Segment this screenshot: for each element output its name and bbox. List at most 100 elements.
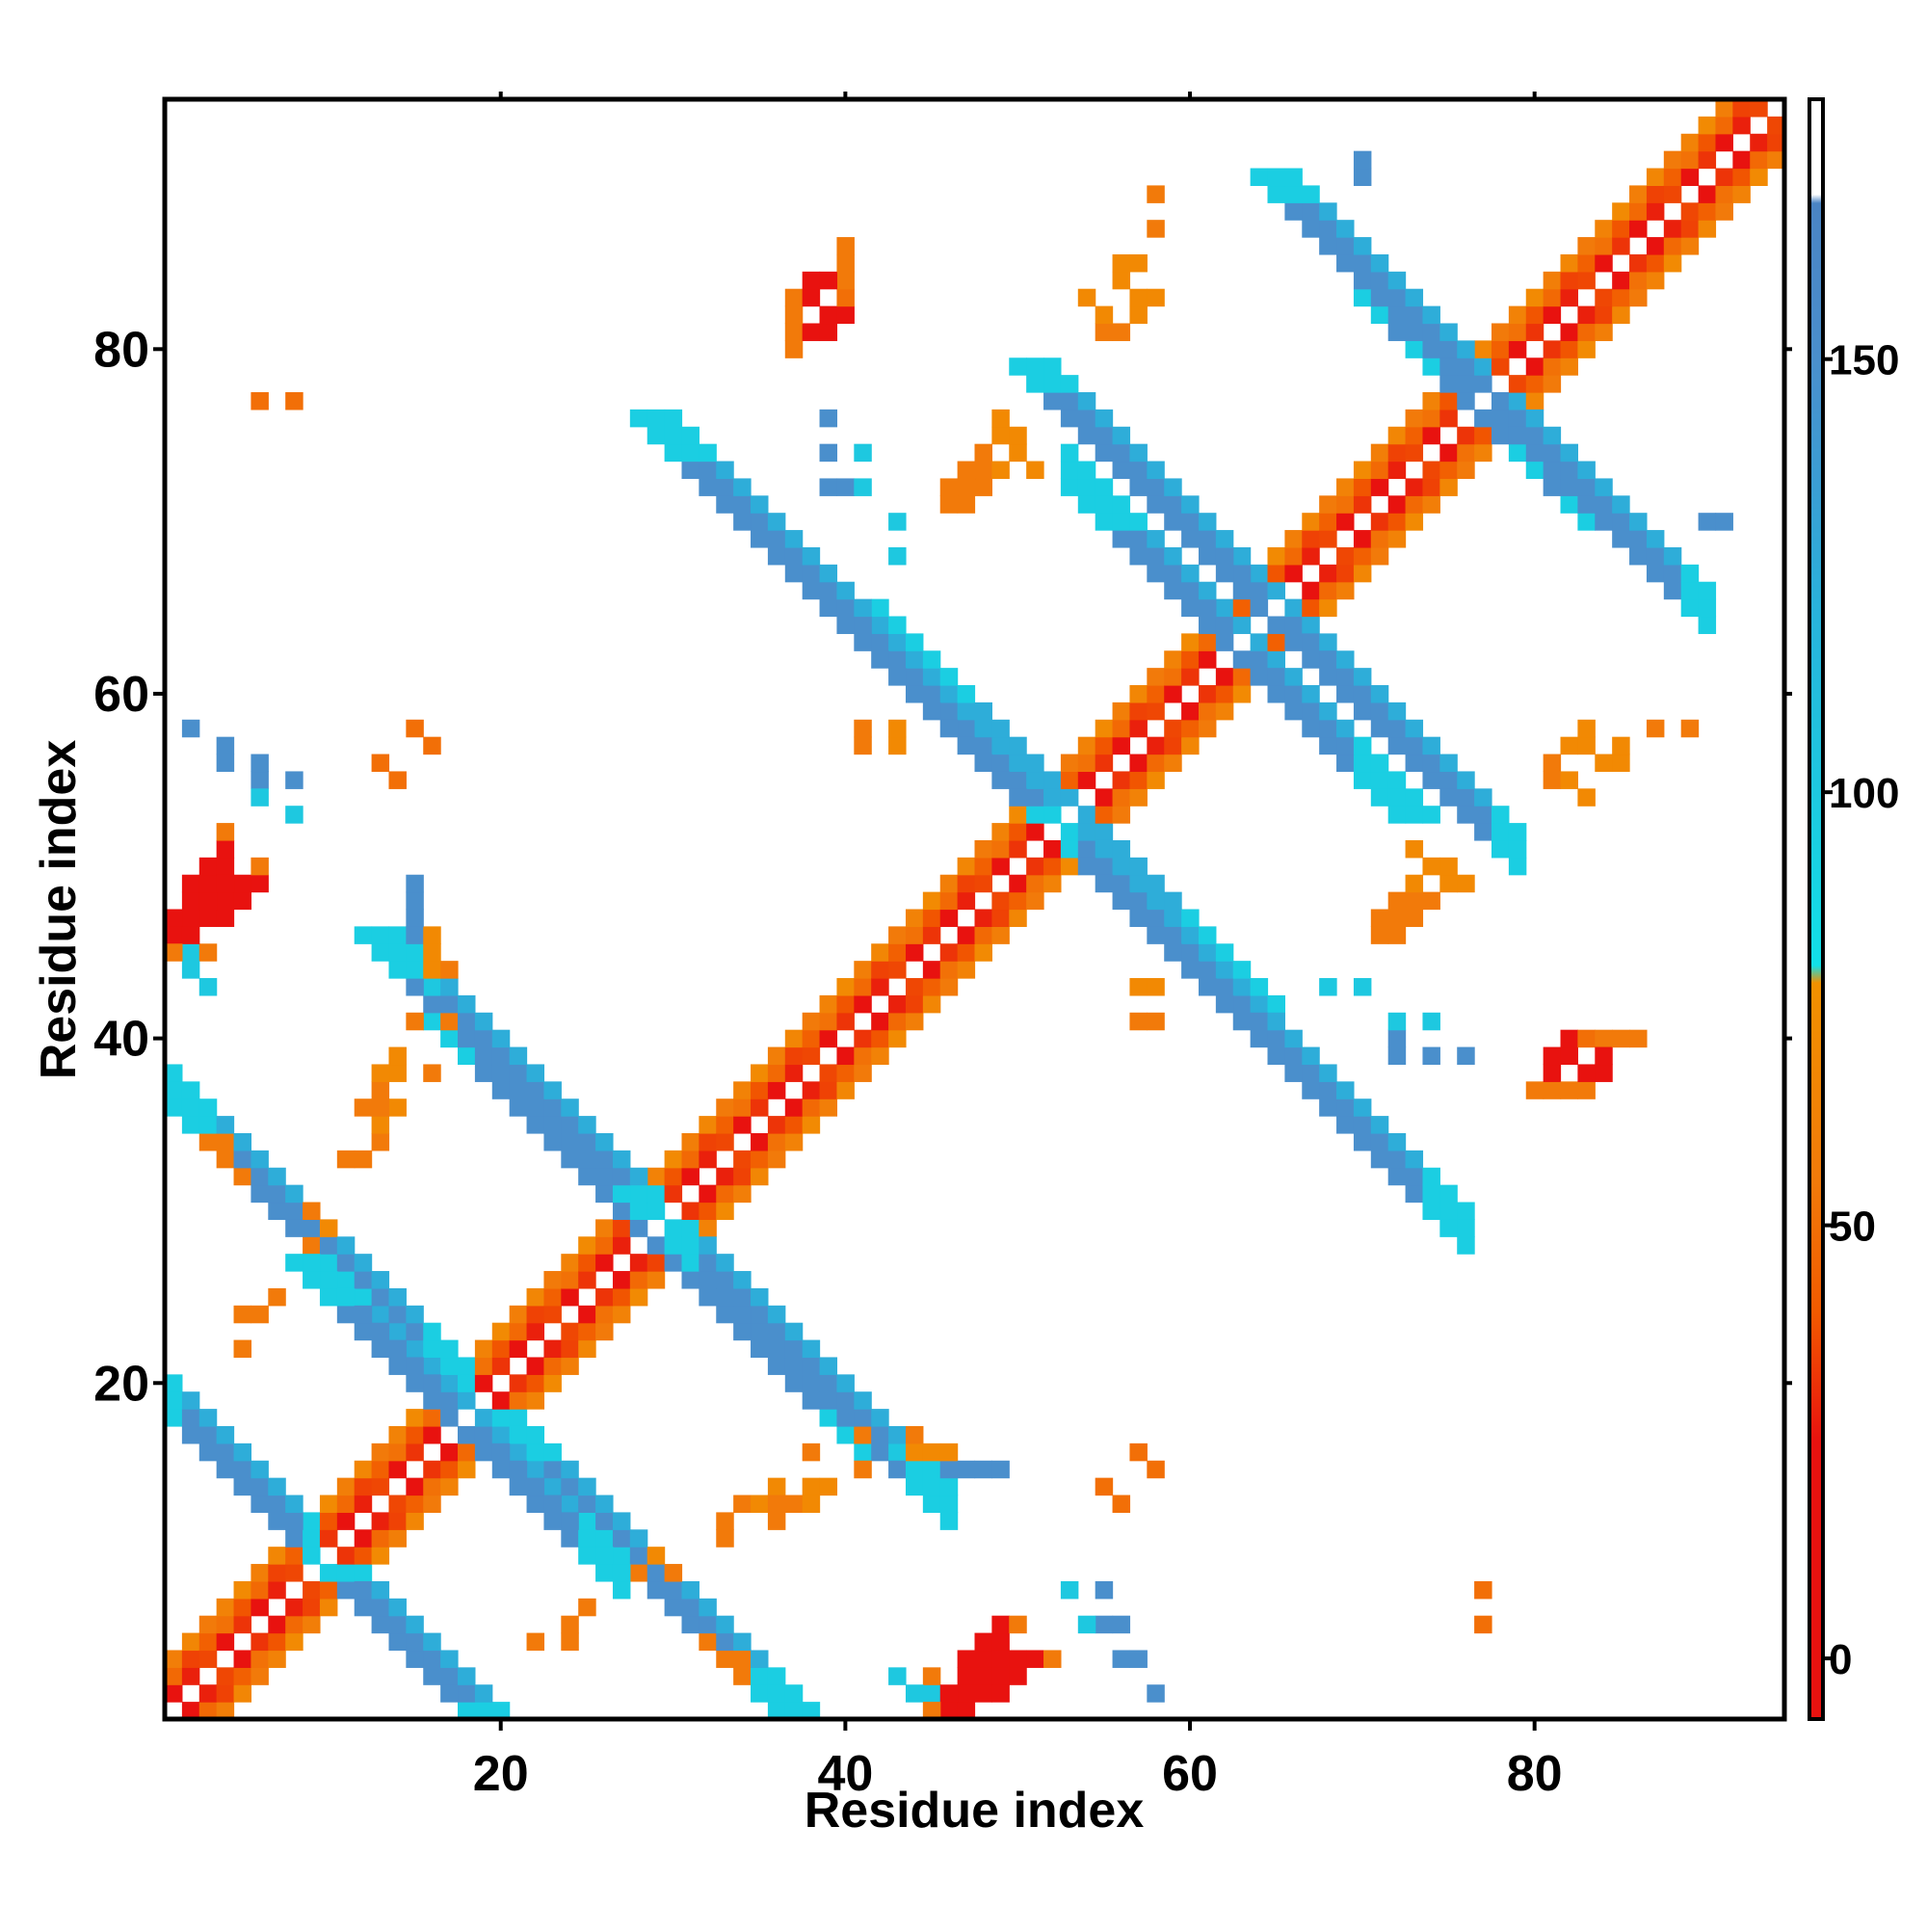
heatmap-cell xyxy=(1181,598,1200,618)
heatmap-cell xyxy=(1353,564,1372,583)
heatmap-cell xyxy=(1267,581,1285,600)
heatmap-cell xyxy=(1491,426,1510,445)
heatmap-cell xyxy=(888,719,907,738)
heatmap-cell xyxy=(647,1271,666,1289)
heatmap-cell xyxy=(354,1460,373,1479)
heatmap-cell xyxy=(957,961,976,979)
heatmap-cell xyxy=(543,1495,562,1513)
heatmap-cell xyxy=(285,1254,304,1272)
heatmap-cell xyxy=(681,443,700,463)
heatmap-cell xyxy=(543,1271,562,1289)
heatmap-cell xyxy=(1646,202,1665,221)
heatmap-cell xyxy=(1405,288,1424,307)
heatmap-cell xyxy=(595,1132,614,1151)
heatmap-cell xyxy=(1095,788,1114,807)
heatmap-cell xyxy=(1457,375,1475,393)
heatmap-cell xyxy=(1147,891,1165,911)
heatmap-cell xyxy=(888,1460,907,1479)
heatmap-cell xyxy=(733,1098,752,1117)
heatmap-cell xyxy=(1319,220,1337,238)
heatmap-cell xyxy=(371,1339,390,1359)
heatmap-cell xyxy=(1474,426,1492,445)
heatmap-cell xyxy=(1595,323,1613,341)
heatmap-cell xyxy=(991,409,1010,428)
heatmap-cell xyxy=(1060,754,1079,773)
heatmap-cell xyxy=(888,926,907,944)
heatmap-cell xyxy=(1439,788,1458,807)
heatmap-cell xyxy=(198,891,218,911)
heatmap-cell xyxy=(974,1460,992,1479)
heatmap-cell xyxy=(1508,426,1527,445)
heatmap-cell xyxy=(1370,771,1389,789)
heatmap-cell xyxy=(354,1564,373,1582)
heatmap-cell xyxy=(388,1046,407,1066)
heatmap-cell xyxy=(371,1460,390,1479)
heatmap-cell xyxy=(1353,754,1372,773)
heatmap-cell xyxy=(595,1254,614,1272)
heatmap-cell xyxy=(802,1495,821,1513)
heatmap-cell xyxy=(1577,1029,1596,1048)
heatmap-cell xyxy=(1457,357,1475,376)
heatmap-cell xyxy=(1112,788,1131,807)
heatmap-cell xyxy=(922,961,941,979)
heatmap-cell xyxy=(440,1374,459,1392)
heatmap-cell xyxy=(458,994,476,1014)
heatmap-cell xyxy=(1663,185,1682,203)
heatmap-cell xyxy=(733,1116,752,1134)
heatmap-cell xyxy=(595,1236,614,1255)
heatmap-cell xyxy=(974,461,992,480)
heatmap-cell xyxy=(526,1098,545,1117)
heatmap-cell xyxy=(974,443,992,463)
heatmap-cell xyxy=(578,1254,596,1272)
heatmap-cell xyxy=(1422,305,1440,325)
heatmap-cell xyxy=(991,926,1010,944)
heatmap-cell xyxy=(1232,598,1252,618)
heatmap-cell xyxy=(561,1339,579,1359)
heatmap-cell xyxy=(751,530,769,548)
heatmap-cell xyxy=(664,1598,683,1617)
heatmap-cell xyxy=(836,271,855,290)
heatmap-cell xyxy=(664,1254,683,1272)
heatmap-cell xyxy=(681,426,700,445)
heatmap-cell xyxy=(888,668,907,686)
heatmap-cell xyxy=(1009,736,1027,755)
heatmap-cell xyxy=(1612,495,1630,514)
heatmap-cell xyxy=(1319,495,1337,514)
heatmap-cell xyxy=(181,1081,200,1099)
heatmap-cell xyxy=(371,943,390,962)
heatmap-cell xyxy=(1181,668,1200,686)
heatmap-cell xyxy=(905,978,924,996)
heatmap-cell xyxy=(905,926,924,944)
heatmap-cell xyxy=(1353,478,1372,496)
heatmap-cell xyxy=(526,1442,545,1462)
heatmap-cell xyxy=(784,1374,804,1392)
heatmap-cell xyxy=(991,771,1010,789)
heatmap-cell xyxy=(371,1580,390,1600)
heatmap-cell xyxy=(1112,461,1131,480)
heatmap-cell xyxy=(509,1339,528,1359)
heatmap-cell xyxy=(1198,546,1217,566)
heatmap-cell xyxy=(181,1667,200,1685)
heatmap-cell xyxy=(216,1667,235,1685)
heatmap-cell xyxy=(819,443,838,463)
heatmap-cell xyxy=(1232,650,1252,669)
heatmap-cell xyxy=(543,1339,562,1359)
heatmap-cell xyxy=(1422,340,1440,358)
heatmap-cell xyxy=(1405,1167,1424,1186)
heatmap-cell xyxy=(819,564,838,583)
heatmap-cell xyxy=(198,1702,218,1720)
heatmap-cell xyxy=(1009,1667,1027,1685)
heatmap-cell xyxy=(1577,719,1596,738)
heatmap-cell xyxy=(165,1684,183,1703)
heatmap-cell xyxy=(233,874,252,893)
heatmap-cell xyxy=(802,1702,821,1720)
x-tick-label: 60 xyxy=(1162,1746,1218,1802)
heatmap-cell xyxy=(1319,668,1337,686)
heatmap-cell xyxy=(664,1236,683,1255)
heatmap-cell xyxy=(1302,719,1320,738)
heatmap-cell xyxy=(802,581,821,600)
heatmap-cell xyxy=(939,478,959,496)
heatmap-cell xyxy=(1198,581,1217,600)
heatmap-cell xyxy=(1302,1081,1320,1099)
heatmap-cell xyxy=(474,1409,493,1427)
